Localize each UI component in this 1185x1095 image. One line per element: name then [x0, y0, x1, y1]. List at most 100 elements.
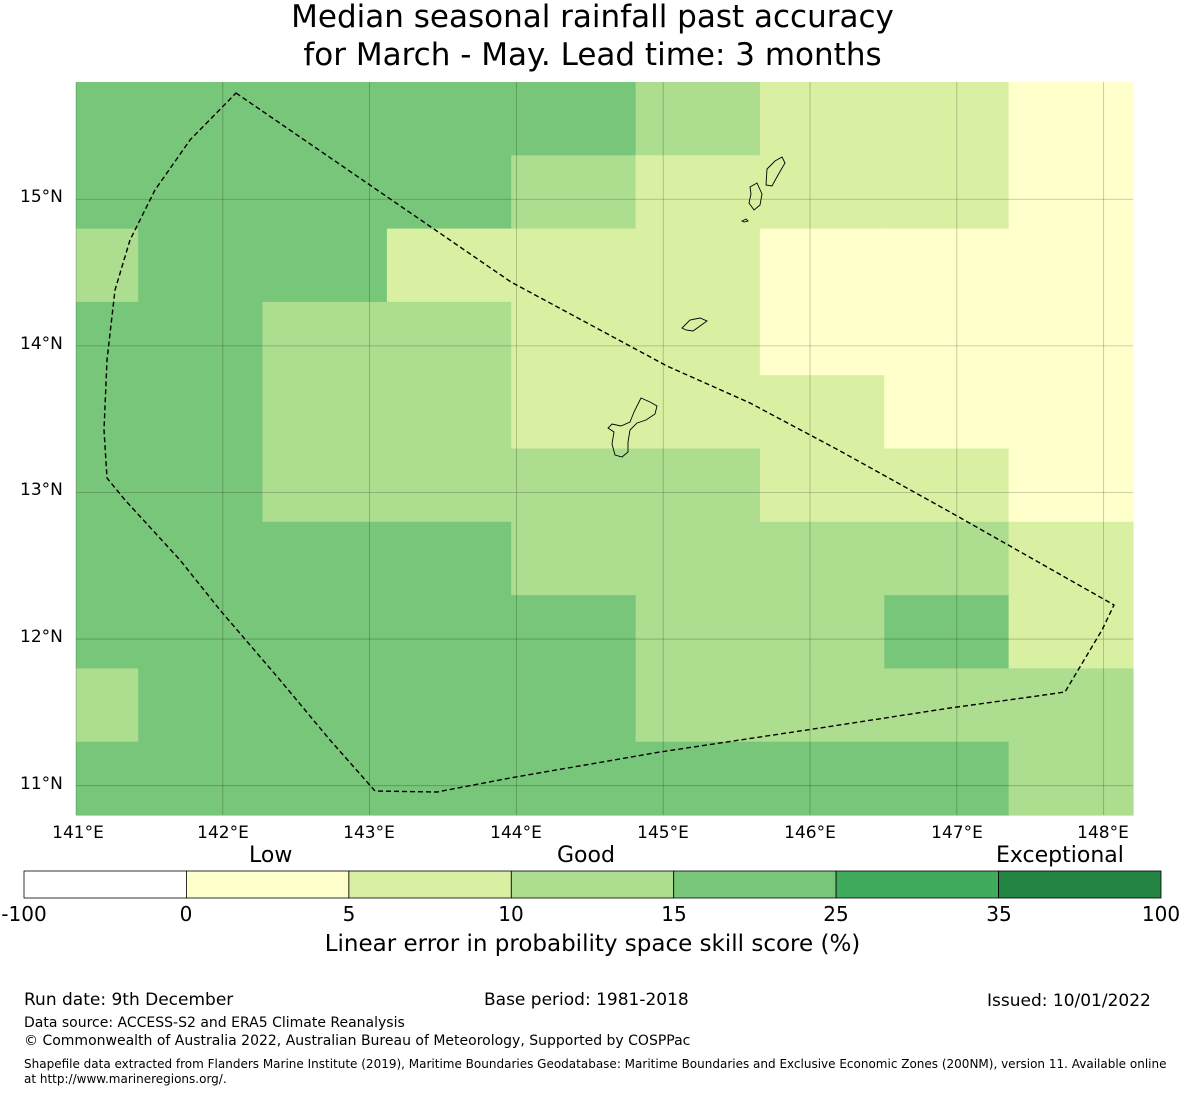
- colorbar-segment: [510, 870, 675, 899]
- grid-cell: [635, 595, 761, 669]
- grid-cell: [386, 82, 512, 156]
- grid-cell: [635, 668, 761, 743]
- copyright: © Commonwealth of Australia 2022, Austra…: [24, 1033, 691, 1049]
- grid-cell: [138, 741, 264, 816]
- grid-cell: [262, 448, 388, 523]
- grid-cell: [262, 82, 388, 156]
- grid-cell: [511, 375, 637, 450]
- grid-cell: [138, 448, 264, 523]
- grid-cell: [759, 595, 885, 669]
- grid-cell: [884, 228, 1010, 303]
- grid-cell: [76, 595, 139, 669]
- grid-cell: [76, 155, 139, 230]
- colorbar-label: Linear error in probability space skill …: [324, 931, 861, 957]
- aguijan-island: [740, 218, 749, 223]
- grid-cell: [1008, 228, 1134, 303]
- data-source: Data source: ACCESS-S2 and ERA5 Climate …: [24, 1015, 405, 1031]
- grid-cell: [635, 741, 761, 816]
- colorbar-tick-100: 100: [1141, 902, 1181, 926]
- grid-cell: [635, 155, 761, 230]
- guam-island: [607, 397, 658, 458]
- grid-cell: [759, 155, 885, 230]
- grid-cell: [1008, 155, 1134, 230]
- grid-cell: [138, 228, 264, 303]
- grid-cell: [635, 521, 761, 596]
- grid-cell: [884, 741, 1010, 816]
- grid-cell: [76, 668, 139, 743]
- grid-cell: [635, 301, 761, 376]
- base-period: Base period: 1981-2018: [484, 990, 689, 1010]
- grid-cell: [635, 375, 761, 450]
- colorbar-tick-0: 0: [179, 902, 193, 926]
- colorbar-tick-15: 15: [661, 902, 687, 926]
- grid-cell: [138, 155, 264, 230]
- colorbar-segment: [23, 870, 187, 899]
- colorbar-segments: [23, 870, 1162, 899]
- grid-cell: [138, 375, 264, 450]
- grid-cell: [759, 668, 885, 743]
- grid-cell: [262, 741, 388, 816]
- grid-cell: [138, 301, 264, 376]
- grid-cell: [76, 521, 139, 596]
- grid-cell: [138, 668, 264, 743]
- grid-cell: [138, 521, 264, 596]
- category-low: Low: [249, 843, 293, 868]
- category-good: Good: [557, 843, 615, 868]
- grid-cell: [759, 448, 885, 523]
- grid-cell: [262, 375, 388, 450]
- lat-label-12n: 12°N: [20, 627, 63, 647]
- tinian-island: [748, 182, 763, 211]
- grid-cell: [1008, 448, 1134, 523]
- colorbar-tick-5: 5: [342, 902, 356, 926]
- skill-grid-cells: [76, 82, 1134, 816]
- grid-cell: [262, 301, 388, 376]
- grid-cell: [511, 228, 637, 303]
- grid-cell: [511, 448, 637, 523]
- grid-cell: [262, 668, 388, 743]
- lat-label-11n: 11°N: [20, 774, 63, 794]
- grid-cell: [759, 228, 885, 303]
- grid-cell: [759, 741, 885, 816]
- lat-label-15n: 15°N: [20, 187, 63, 207]
- grid-cell: [76, 301, 139, 376]
- grid-cell: [262, 521, 388, 596]
- grid-cell: [759, 375, 885, 450]
- grid-cell: [884, 82, 1010, 156]
- colorbar-segment: [185, 870, 350, 899]
- grid-cell: [386, 448, 512, 523]
- lon-label-141e: 141°E: [52, 823, 104, 843]
- shapefile-credit-line-2: at http://www.marineregions.org/.: [24, 1072, 227, 1086]
- colorbar-tick-35: 35: [986, 902, 1012, 926]
- grid-cell: [386, 228, 512, 303]
- grid-cell: [386, 741, 512, 816]
- grid-cell: [511, 521, 637, 596]
- saipan-island: [765, 156, 786, 187]
- grid-cell: [386, 595, 512, 669]
- graticule-lines: [75, 82, 1133, 815]
- grid-cell: [138, 595, 264, 669]
- colorbar-segment: [348, 870, 512, 899]
- lon-label-145e: 145°E: [637, 823, 689, 843]
- run-date: Run date: 9th December: [24, 990, 234, 1010]
- lat-label-14n: 14°N: [20, 334, 63, 354]
- grid-cell: [511, 668, 637, 743]
- colorbar-tick-10: 10: [498, 902, 524, 926]
- lon-label-144e: 144°E: [490, 823, 542, 843]
- grid-cell: [386, 301, 512, 376]
- grid-cell: [635, 82, 761, 156]
- colorbar-tick-minus100: -100: [1, 902, 47, 926]
- grid-cell: [1008, 82, 1134, 156]
- grid-cell: [386, 155, 512, 230]
- grid-cell: [386, 375, 512, 450]
- shapefile-credit-line-1: Shapefile data extracted from Flanders M…: [24, 1057, 1167, 1071]
- grid-cell: [511, 741, 637, 816]
- grid-cell: [759, 301, 885, 376]
- grid-cell: [884, 155, 1010, 230]
- grid-cell: [138, 82, 264, 156]
- grid-cell: [76, 375, 139, 450]
- grid-cell: [262, 228, 388, 303]
- rota-island: [681, 317, 708, 332]
- grid-cell: [262, 595, 388, 669]
